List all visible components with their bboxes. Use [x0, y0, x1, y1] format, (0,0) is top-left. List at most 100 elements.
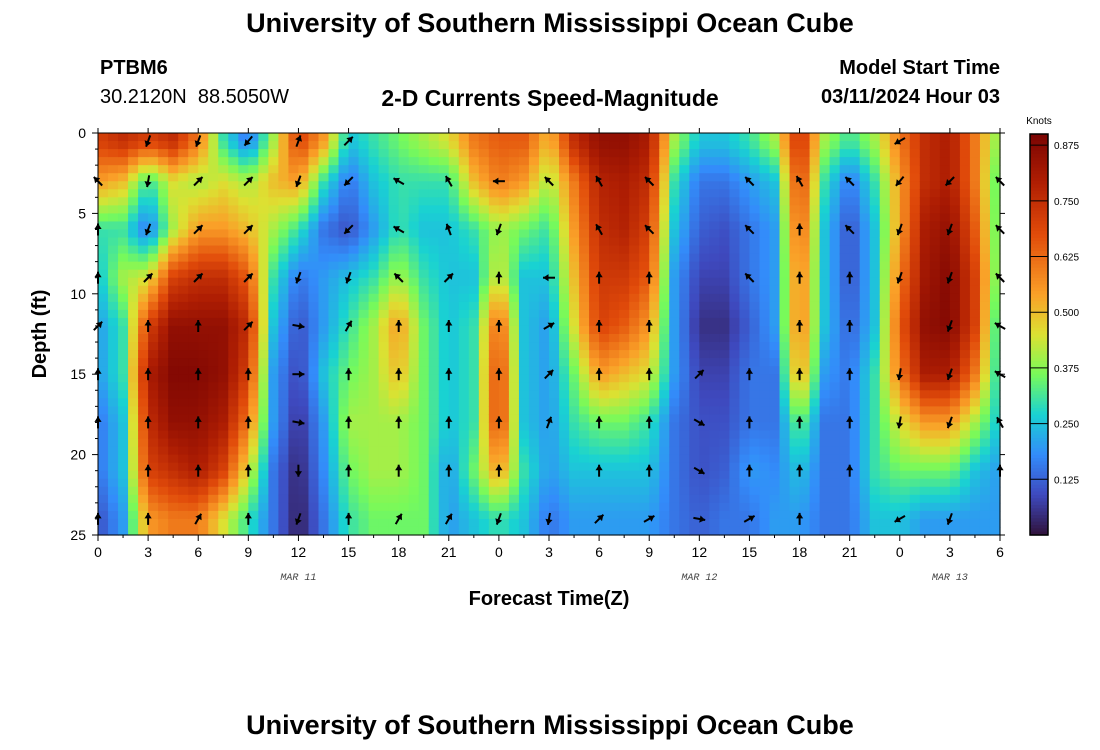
heatmap-cell [268, 334, 279, 343]
heatmap-cell [729, 446, 741, 456]
heatmap-cell [308, 342, 320, 351]
heatmap-cell [118, 237, 129, 247]
arrow-head [745, 368, 753, 374]
heatmap-cell [979, 398, 991, 407]
heatmap-cell [418, 446, 430, 456]
heatmap-cell [679, 526, 690, 536]
heatmap-cell [679, 277, 690, 287]
heatmap-cell [629, 213, 640, 223]
heatmap-cell [348, 470, 360, 480]
heatmap-cell [899, 269, 911, 279]
heatmap-cell [138, 518, 149, 528]
heatmap-cell [508, 454, 520, 464]
heatmap-cell [829, 526, 841, 536]
heatmap-cell [769, 309, 781, 319]
heatmap-cell [338, 414, 350, 424]
heatmap-cell [438, 181, 450, 190]
heatmap-cell [549, 189, 560, 198]
arrow-head [445, 464, 453, 471]
heatmap-cell [108, 237, 119, 247]
heatmap-cell [318, 133, 330, 142]
heatmap-cell [969, 189, 981, 198]
heatmap-cell [168, 213, 179, 223]
heatmap-cell [308, 189, 320, 198]
heatmap-cell [729, 221, 741, 231]
heatmap-cell [719, 237, 730, 247]
heatmap-cell [438, 261, 450, 271]
heatmap-cell [208, 398, 219, 407]
heatmap-cell [378, 518, 390, 528]
heatmap-cell [609, 454, 620, 464]
arrow-head [796, 223, 804, 229]
heatmap-cell [889, 374, 901, 383]
heatmap-cell [148, 325, 159, 335]
heatmap-cell [248, 486, 259, 496]
heatmap-cell [879, 526, 891, 536]
heatmap-cell [909, 518, 921, 528]
heatmap-cell [218, 325, 229, 335]
heatmap-cell [418, 317, 430, 327]
arrow-head [345, 512, 353, 519]
heatmap-cell [128, 205, 139, 214]
heatmap-cell [649, 358, 660, 367]
heatmap-cell [508, 133, 520, 142]
heatmap-cell [609, 325, 620, 335]
heatmap-cell [889, 189, 901, 198]
heatmap-cell [328, 398, 340, 407]
heatmap-cell [899, 277, 911, 287]
heatmap-cell [549, 165, 560, 174]
heatmap-cell [929, 398, 941, 407]
heatmap-cell [108, 181, 119, 190]
heatmap-cell [168, 350, 179, 359]
current-arrow [345, 368, 353, 381]
heatmap-cell [438, 269, 450, 279]
heatmap-cell [198, 133, 209, 142]
heatmap-cell [829, 285, 841, 295]
heatmap-cell [198, 454, 209, 464]
heatmap-cell [278, 422, 290, 432]
heatmap-cell [609, 141, 620, 150]
x-tick-label: 15 [742, 544, 758, 560]
heatmap-cell [689, 430, 700, 440]
arrow-head [745, 273, 752, 280]
heatmap-cell [699, 398, 710, 407]
heatmap-cell [448, 237, 460, 247]
heatmap-cell [248, 358, 259, 367]
heatmap-cell [559, 301, 570, 311]
heatmap-cell [278, 293, 290, 303]
heatmap-cell [448, 133, 460, 142]
heatmap-cell [108, 446, 119, 456]
heatmap-cell [759, 414, 771, 424]
heatmap-cell [769, 374, 781, 383]
heatmap-cell [679, 173, 690, 182]
heatmap-cell [719, 197, 730, 206]
heatmap-cell [939, 374, 951, 383]
heatmap-cell [969, 197, 981, 206]
heatmap-cell [759, 173, 771, 182]
heatmap-cell [809, 205, 821, 214]
heatmap-cell [528, 213, 540, 223]
heatmap-cell [278, 173, 290, 182]
heatmap-cell [518, 398, 530, 407]
heatmap-cell [528, 422, 540, 432]
heatmap-cell [749, 197, 761, 206]
heatmap-cell [929, 390, 941, 399]
heatmap-cell [859, 213, 871, 223]
heatmap-cell [679, 406, 690, 415]
heatmap-cell [108, 502, 119, 512]
heatmap-cell [188, 213, 199, 223]
heatmap-cell [879, 470, 891, 480]
heatmap-cell [328, 462, 340, 472]
heatmap-cell [408, 165, 420, 174]
heatmap-cell [208, 205, 219, 214]
heatmap-cell [749, 309, 761, 319]
heatmap-cell [899, 366, 911, 375]
heatmap-cell [498, 189, 510, 198]
heatmap-cell [859, 133, 871, 142]
heatmap-cell [639, 446, 650, 456]
heatmap-cell [238, 486, 249, 496]
heatmap-cell [208, 149, 219, 158]
heatmap-cell [679, 438, 690, 448]
heatmap-cell [939, 406, 951, 415]
heatmap-cell [508, 189, 520, 198]
